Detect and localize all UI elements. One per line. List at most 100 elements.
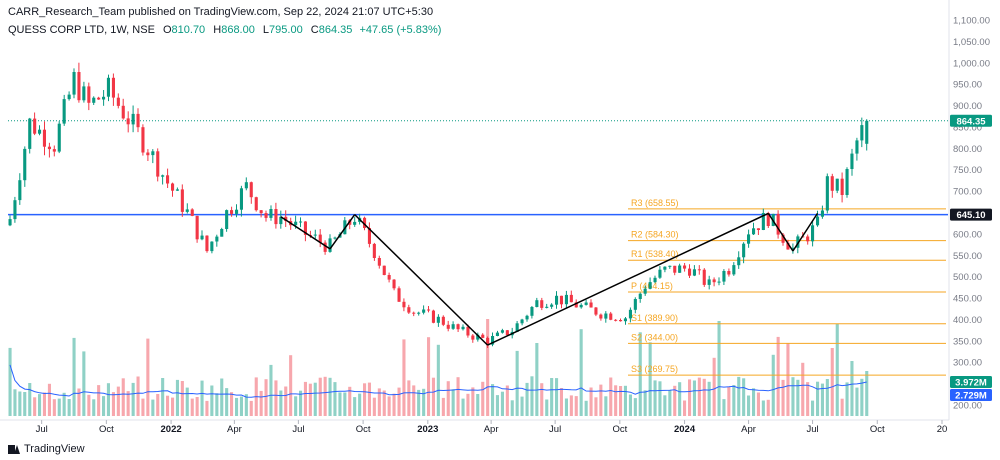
candle-body — [146, 152, 150, 156]
candle-body — [205, 235, 209, 252]
volume-bar — [215, 393, 219, 416]
candle-body — [559, 295, 563, 305]
volume-bar — [801, 362, 805, 416]
candle-body — [33, 118, 37, 134]
volume-bar — [407, 380, 411, 416]
candle-body — [658, 269, 662, 278]
candle-body — [141, 127, 145, 153]
volume-bar — [796, 379, 800, 416]
volume-bar — [564, 398, 568, 416]
candle-body — [840, 178, 844, 195]
volume-bar — [264, 379, 268, 416]
candle-body — [505, 330, 509, 336]
volume-bar — [688, 379, 692, 416]
volume-bar — [13, 389, 17, 416]
candle-body — [72, 72, 76, 95]
volume-bar — [594, 397, 598, 416]
candle-body — [835, 178, 839, 191]
last-price-badge: 864.35 — [956, 116, 986, 127]
candle-body — [860, 125, 864, 141]
candle-body — [786, 242, 790, 250]
volume-bar — [510, 400, 514, 416]
volume-bar — [781, 379, 785, 416]
candle-body — [476, 334, 480, 340]
candle-body — [619, 320, 623, 322]
volume-bar — [28, 383, 32, 416]
candle-body — [747, 234, 751, 244]
price-tick-label: 750.00 — [953, 165, 982, 176]
candle-body — [175, 189, 179, 191]
candle-body — [628, 309, 632, 319]
candle-body — [481, 334, 485, 338]
candle-body — [259, 210, 263, 214]
candle-body — [151, 151, 155, 156]
volume-bar — [835, 323, 839, 416]
candle-body — [535, 300, 539, 307]
volume-bar — [752, 388, 756, 416]
volume-bar — [727, 386, 731, 416]
candle-body — [190, 209, 194, 216]
candle-body — [761, 213, 765, 230]
candle-body — [299, 221, 303, 223]
volume-bar — [574, 396, 578, 416]
candle-body — [195, 215, 199, 240]
volume-bar — [249, 400, 253, 416]
volume-bar — [471, 387, 475, 416]
candle-body — [830, 176, 834, 191]
tradingview-logo-icon — [8, 444, 20, 454]
volume-bar — [623, 385, 627, 416]
candle-body — [545, 306, 549, 308]
candle-body — [264, 213, 268, 218]
candle-body — [500, 330, 504, 333]
pattern-line[interactable] — [354, 214, 489, 346]
volume-bar — [525, 382, 529, 416]
pattern-line[interactable] — [767, 212, 794, 252]
volume-bar — [220, 378, 224, 416]
price-tick-label: 300.00 — [953, 358, 982, 369]
pattern-line[interactable] — [329, 214, 356, 250]
volume-bar — [72, 337, 76, 416]
candle-body — [13, 200, 17, 220]
candle-body — [525, 315, 529, 320]
candle-body — [313, 234, 317, 236]
candles-layer — [8, 62, 869, 348]
candle-body — [244, 182, 248, 189]
candle-body — [727, 271, 731, 275]
candle-body — [215, 236, 219, 242]
candle-body — [461, 326, 465, 330]
pattern-line[interactable] — [792, 212, 819, 252]
volume-bar — [318, 377, 322, 416]
volume-bar — [313, 382, 317, 416]
candle-body — [102, 96, 106, 100]
volume-bar — [338, 392, 342, 416]
volume-bar — [82, 351, 86, 416]
volume-bar — [42, 392, 46, 416]
volume-bar — [668, 390, 672, 416]
publisher-line: CARR_Research_Team published on TradingV… — [8, 6, 434, 18]
price-tick-label: 1,050.00 — [953, 37, 990, 48]
volume-bar — [569, 395, 573, 416]
volume-bar — [33, 397, 37, 416]
volume-bar — [850, 361, 854, 416]
pattern-line[interactable] — [487, 212, 769, 346]
candle-body — [781, 234, 785, 243]
tradingview-logo: TradingView — [8, 443, 85, 455]
volume-bar — [180, 381, 184, 416]
volume-bar — [865, 371, 869, 416]
volume-bar — [284, 386, 288, 416]
candle-body — [648, 282, 652, 289]
volume-bar — [717, 321, 721, 416]
levels-layer: R3 (658.55) R2 (584.30) R1 (538.40) P (464.… — [8, 120, 948, 376]
volume-bar — [653, 380, 657, 416]
volume-bar — [678, 382, 682, 416]
volume-bar — [97, 385, 101, 416]
time-tick-label: Apr — [227, 424, 242, 435]
candle-body — [446, 324, 450, 329]
pattern-line[interactable] — [280, 216, 331, 250]
candle-body — [239, 188, 243, 210]
candle-body — [623, 318, 627, 322]
candle-body — [737, 257, 741, 266]
candle-body — [441, 316, 445, 325]
volume-bar — [106, 383, 110, 416]
